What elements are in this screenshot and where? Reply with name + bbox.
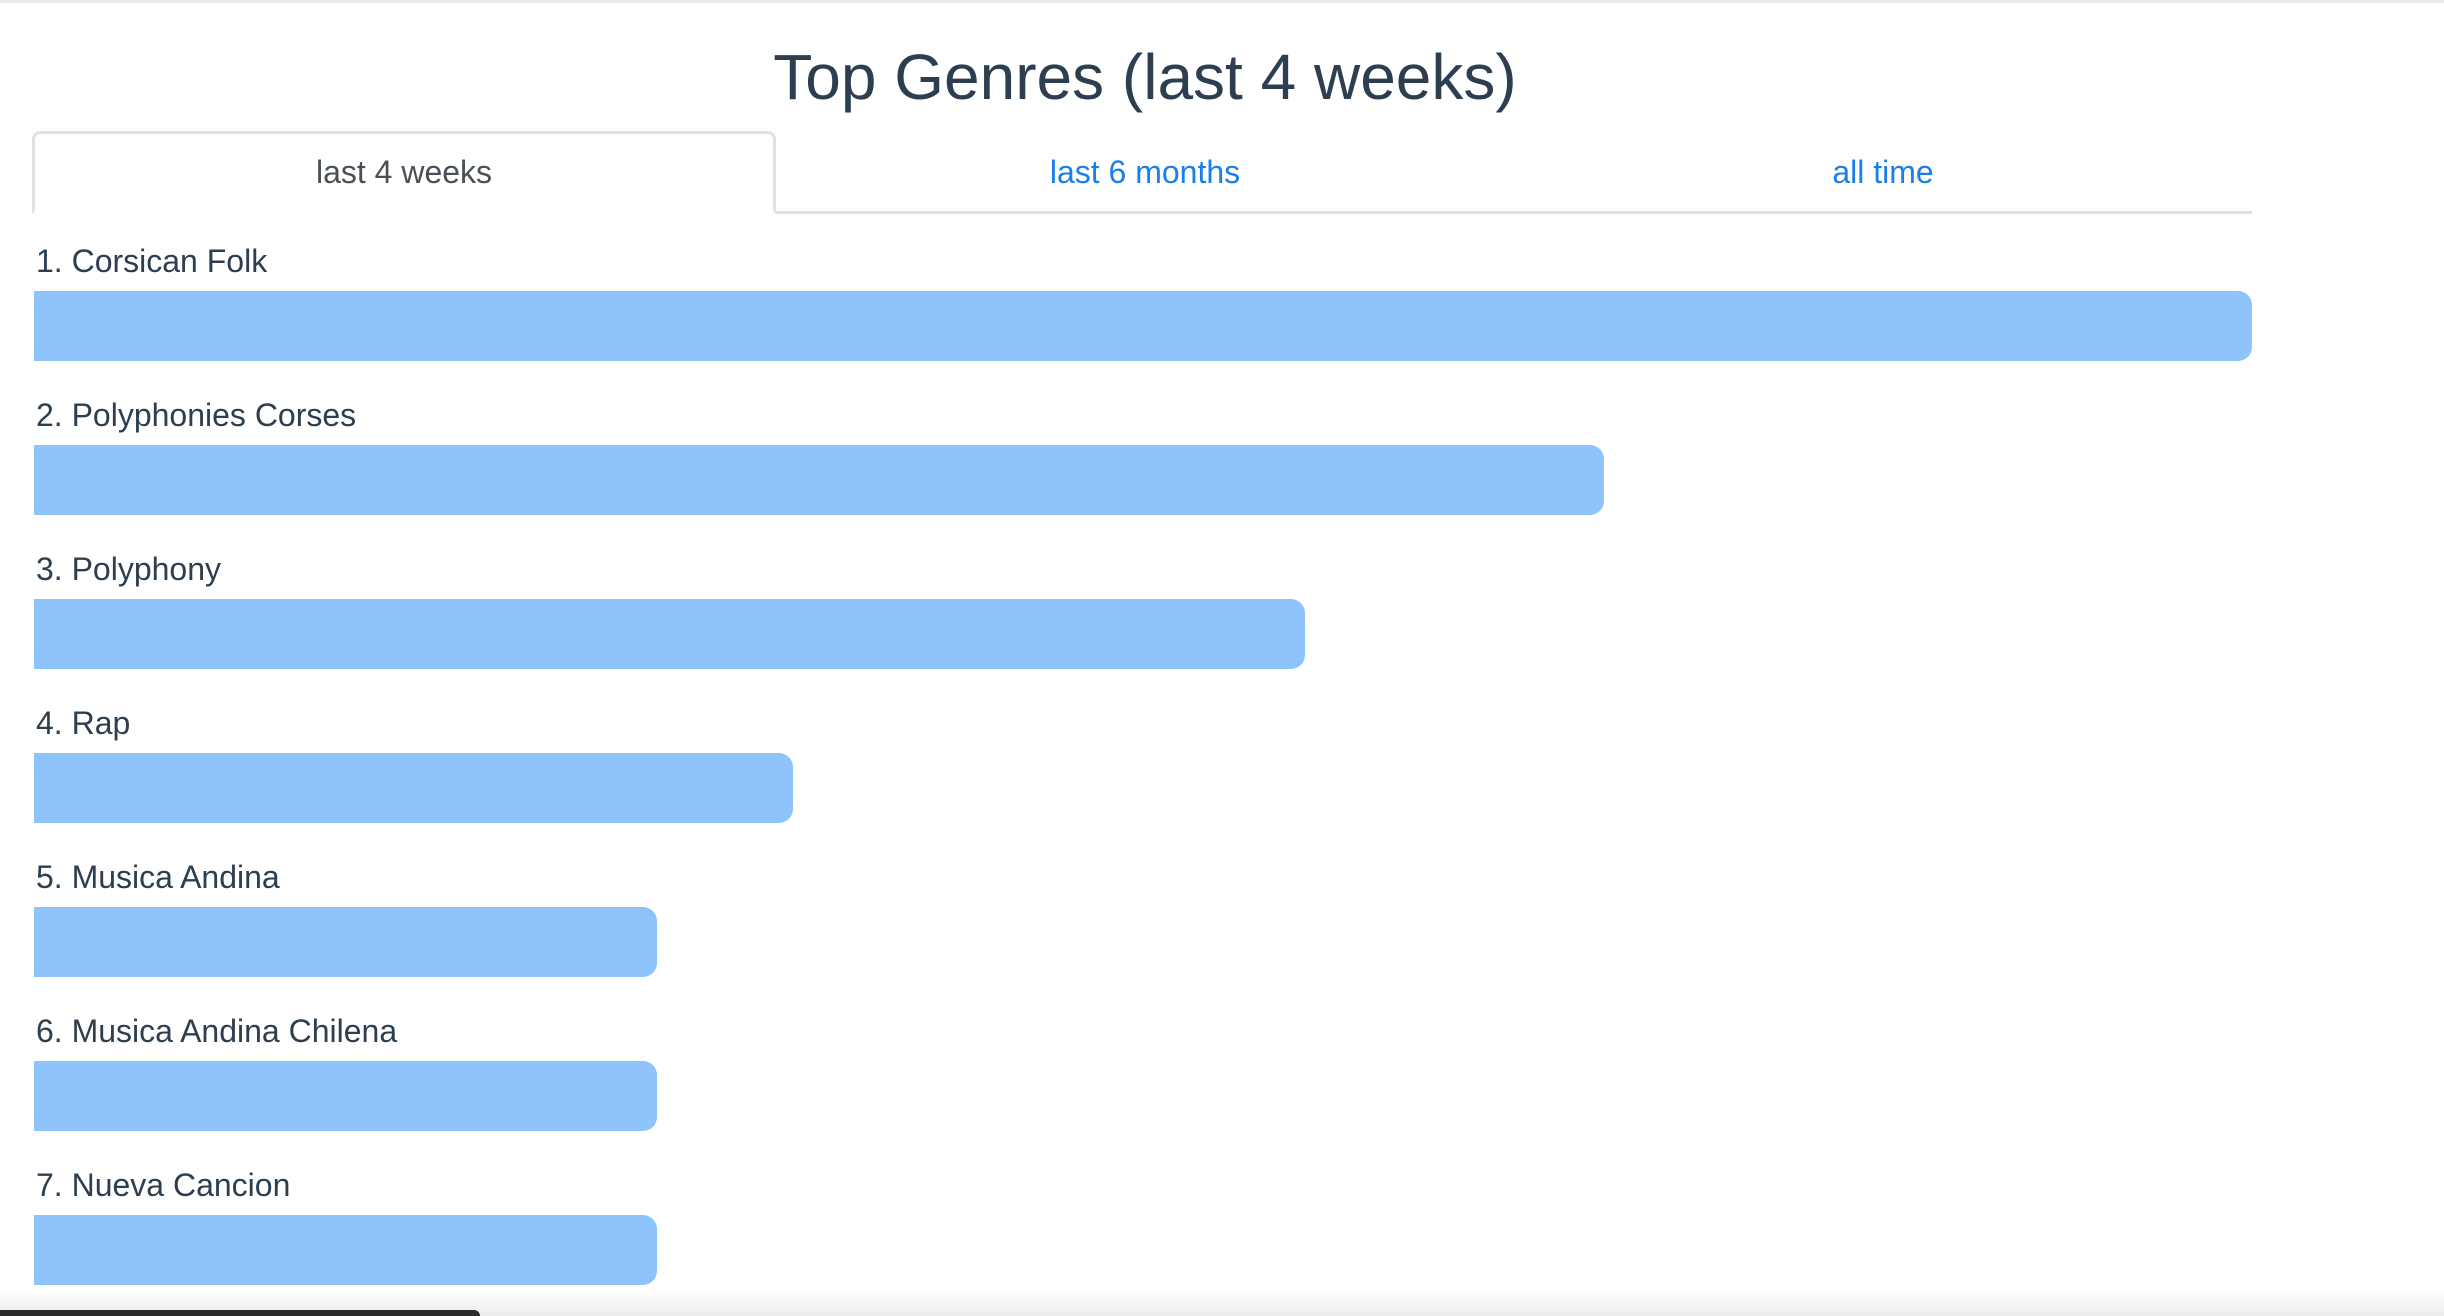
- genre-bar: [34, 1215, 658, 1285]
- genre-label: 6. Musica Andina Chilena: [36, 1013, 398, 1049]
- genre-item: 6. Musica Andina Chilena: [34, 1003, 2252, 1157]
- horizontal-scrollbar[interactable]: [0, 1310, 480, 1316]
- genre-list: 1. Corsican Folk 2. Polyphonies Corses 3…: [34, 233, 2252, 1311]
- genre-bar-track: [34, 599, 2252, 669]
- genre-label: 2. Polyphonies Corses: [36, 397, 357, 433]
- genre-bar-track: [34, 753, 2252, 823]
- genre-bar-track: [34, 907, 2252, 977]
- genre-item: 4. Rap: [34, 695, 2252, 849]
- tab-last-6-months[interactable]: last 6 months: [1049, 154, 1241, 190]
- tab-all-time[interactable]: all time: [1832, 154, 1934, 190]
- genre-bar-track: [34, 1215, 2252, 1285]
- genre-label: 3. Polyphony: [36, 551, 222, 587]
- genre-bar: [34, 291, 2252, 361]
- page-title: Top Genres (last 4 weeks): [773, 41, 1517, 113]
- genre-label: 5. Musica Andina: [36, 859, 280, 895]
- genre-bar-track: [34, 445, 2252, 515]
- genre-label: 7. Nueva Cancion: [36, 1167, 291, 1203]
- genre-item: 2. Polyphonies Corses: [34, 387, 2252, 541]
- genre-bar: [34, 599, 1305, 669]
- genre-bar: [34, 1061, 658, 1131]
- genre-item: 1. Corsican Folk: [34, 233, 2252, 387]
- time-range-tabs: last 4 weeks last 6 months all time: [32, 131, 2252, 214]
- genre-bar-track: [34, 1061, 2252, 1131]
- genre-bar-track: [34, 291, 2252, 361]
- genre-bar: [34, 907, 658, 977]
- genre-label: 1. Corsican Folk: [36, 243, 268, 279]
- genre-bar: [34, 753, 793, 823]
- genre-label: 4. Rap: [36, 705, 131, 741]
- genre-item: 5. Musica Andina: [34, 849, 2252, 1003]
- genre-item: 7. Nueva Cancion: [34, 1157, 2252, 1311]
- genre-item: 3. Polyphony: [34, 541, 2252, 695]
- genre-bar: [34, 445, 1605, 515]
- tab-last-4-weeks[interactable]: last 4 weeks: [32, 131, 776, 214]
- top-border: [0, 0, 2444, 3]
